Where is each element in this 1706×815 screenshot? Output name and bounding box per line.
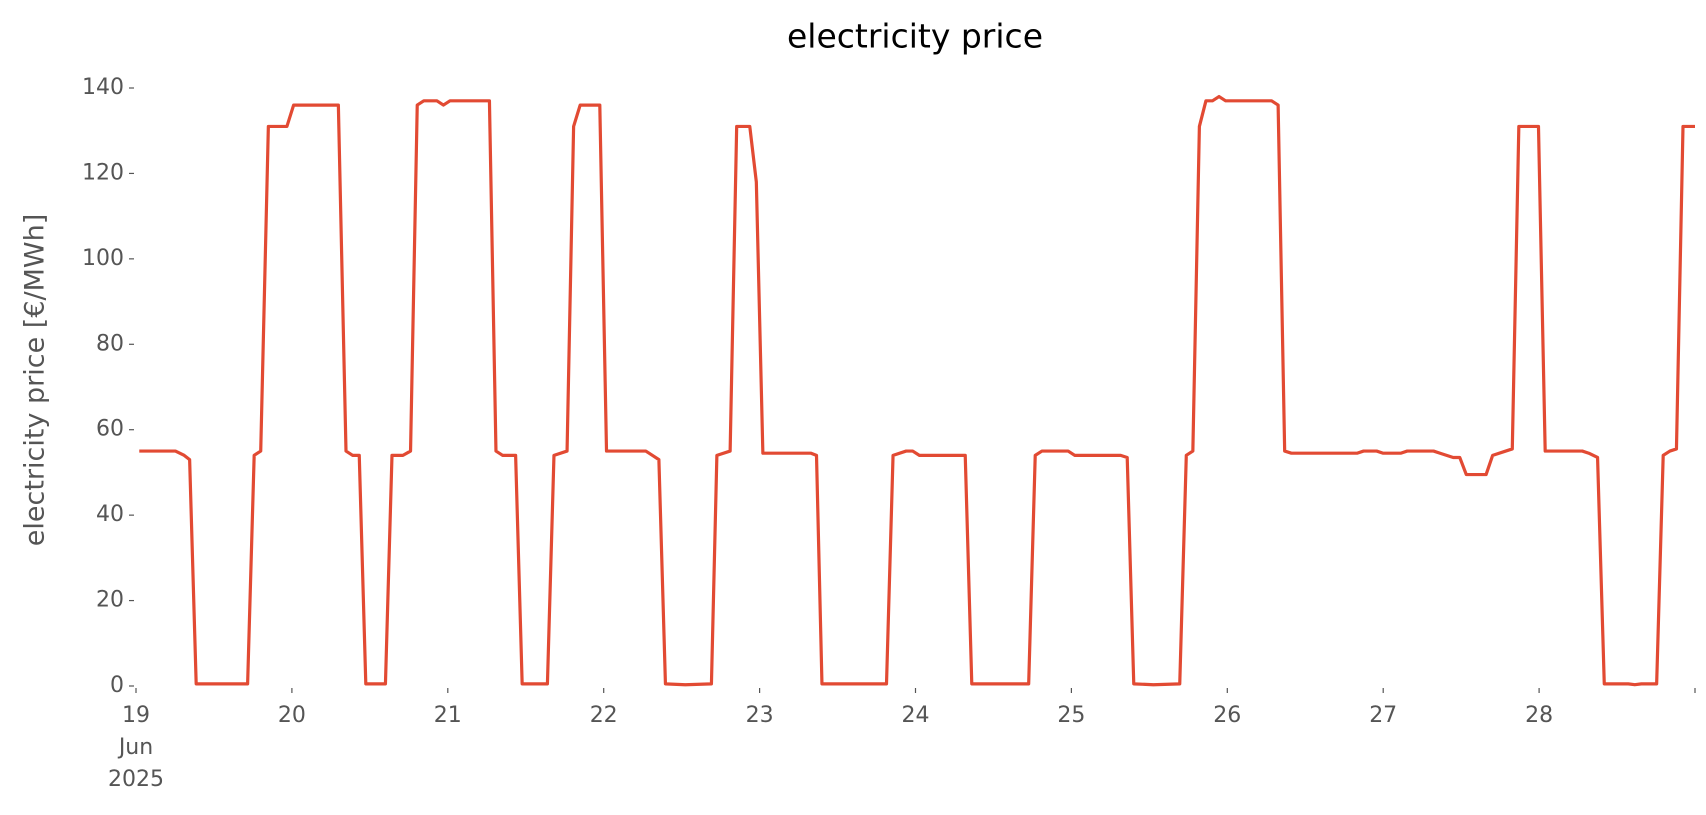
y-tick-label: 140 [82, 75, 124, 100]
y-tick-label: 120 [82, 160, 124, 185]
y-axis-label: electricity price [€/MWh] [20, 214, 51, 546]
y-tick-label: 100 [82, 246, 124, 271]
y-tick-label: 80 [96, 331, 124, 356]
x-tick-label: 21 [434, 703, 462, 728]
x-tick-label: 28 [1525, 703, 1553, 728]
price-line [139, 94, 1695, 687]
y-tick-label: 20 [96, 588, 124, 613]
x-tick-label: 24 [902, 703, 930, 728]
y-tick-label: 40 [96, 502, 124, 527]
x-tick-label: 20 [278, 703, 306, 728]
y-tick-label: 60 [96, 417, 124, 442]
x-tick-label: 27 [1369, 703, 1397, 728]
x-tick-label: 19 Jun 2025 [108, 703, 164, 792]
x-tick-label: 22 [590, 703, 618, 728]
x-tick-label: 23 [746, 703, 774, 728]
y-tick-label: 0 [110, 673, 124, 698]
chart-title: electricity price [787, 17, 1043, 56]
x-tick-label: 26 [1213, 703, 1241, 728]
x-tick-label: 25 [1057, 703, 1085, 728]
